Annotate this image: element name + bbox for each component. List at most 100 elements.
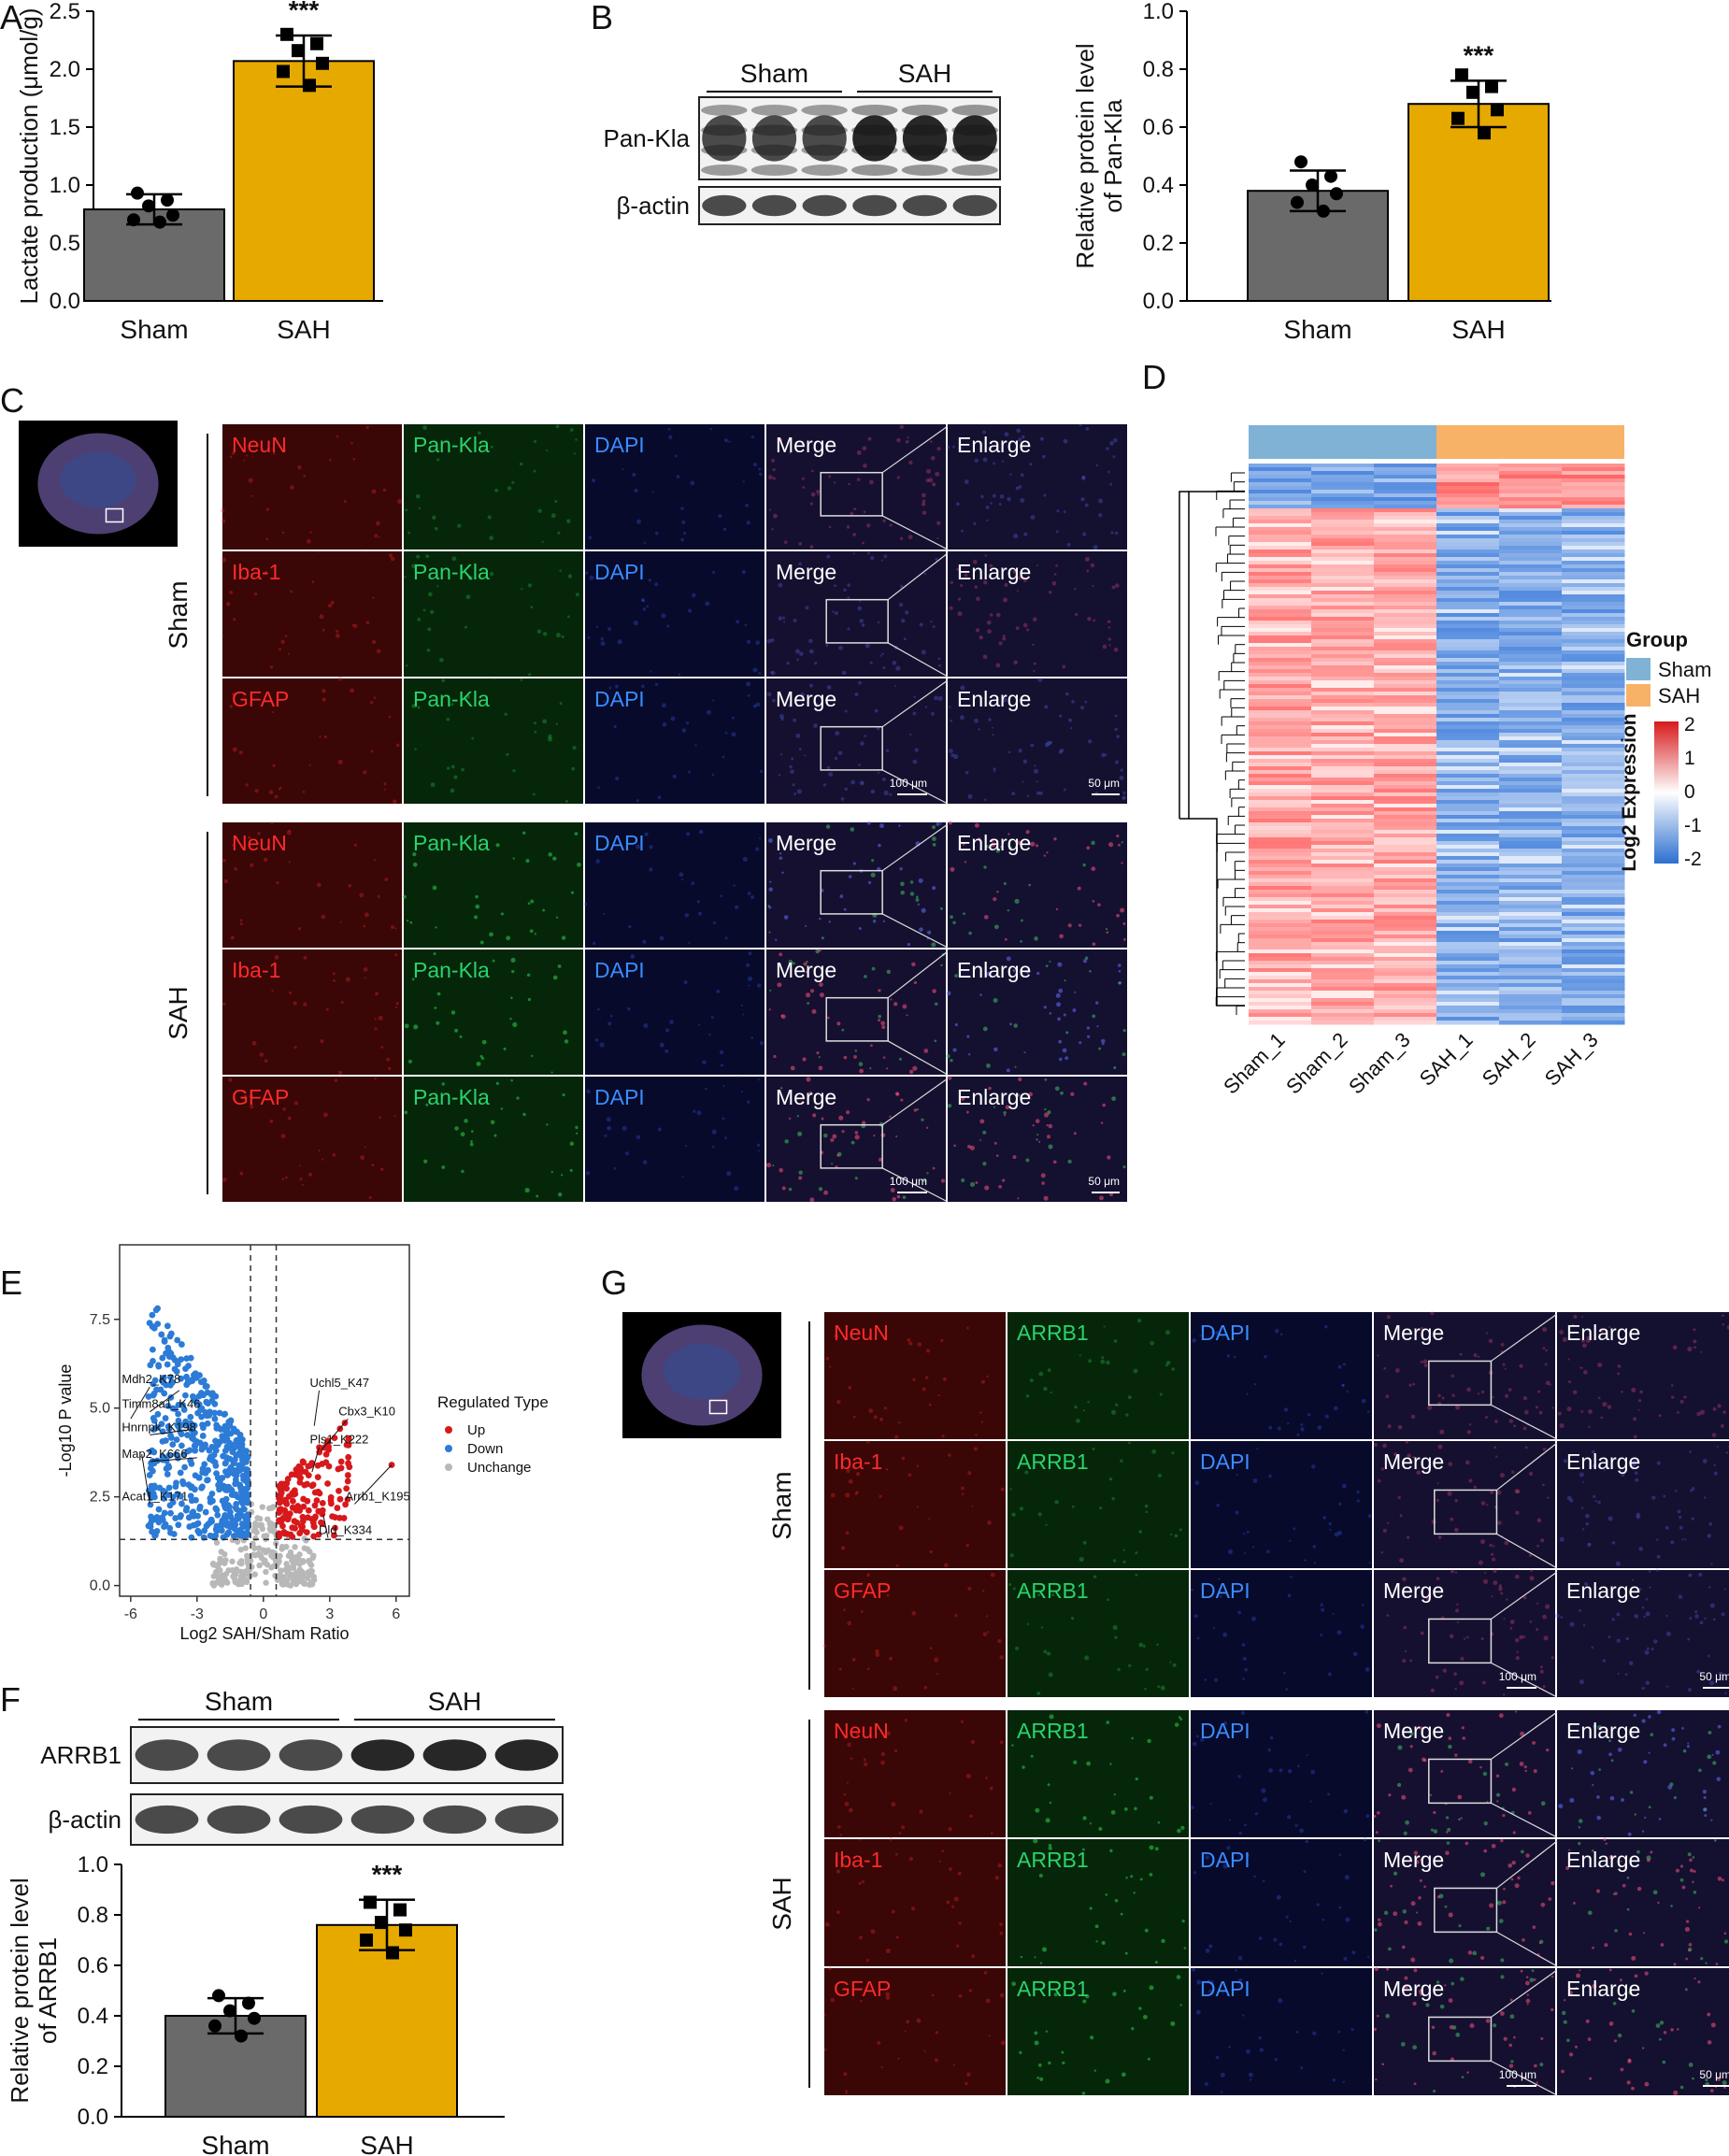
microscopy-signal xyxy=(808,649,814,654)
heatmap-cell xyxy=(1374,707,1437,711)
blot-band xyxy=(952,194,997,217)
microscopy-signal xyxy=(1378,1921,1382,1927)
microscopy-signal xyxy=(489,932,493,937)
microscopy-signal xyxy=(281,1178,285,1180)
heatmap-cell xyxy=(1499,987,1563,992)
scatter-point-unchange xyxy=(283,1543,290,1550)
microscopy-signal xyxy=(1693,1328,1696,1332)
microscopy-signal xyxy=(875,1652,880,1658)
microscopy-signal xyxy=(779,856,783,860)
microscopy-signal xyxy=(1110,1409,1116,1415)
microscopy-signal xyxy=(1653,1639,1658,1644)
microscopy-signal xyxy=(1413,1850,1419,1855)
microscopy-signal xyxy=(858,1838,862,1841)
microscopy-signal xyxy=(854,1049,858,1052)
microscopy-signal xyxy=(1631,1955,1636,1961)
microscopy-signal xyxy=(1687,1742,1690,1745)
microscopy-signal xyxy=(949,1792,951,1794)
scatter-point-up xyxy=(289,1524,296,1531)
heatmap-cell xyxy=(1374,639,1437,644)
microscopy-signal xyxy=(374,1077,377,1080)
heatmap-cell xyxy=(1311,908,1375,913)
microscopy-signal xyxy=(1655,1538,1659,1541)
microscopy-signal xyxy=(870,872,876,878)
microscopy-signal xyxy=(1056,509,1060,513)
heatmap-cell xyxy=(1562,464,1625,468)
microscopy-signal xyxy=(1029,1378,1034,1383)
heatmap-cell xyxy=(1311,920,1375,924)
heatmap-cell xyxy=(1311,546,1375,550)
scatter-point-down xyxy=(147,1501,154,1508)
microscopy-signal xyxy=(1655,1568,1659,1572)
microscopy-signal xyxy=(1074,991,1077,993)
microscopy-signal xyxy=(999,1655,1004,1660)
heatmap-cell xyxy=(1562,781,1625,786)
microscopy-signal xyxy=(1425,2003,1430,2007)
blot-row-label: β-actin xyxy=(616,192,690,220)
microscopy-signal xyxy=(1082,1999,1087,2004)
microscopy-signal xyxy=(1641,1830,1645,1833)
tile-label: ARRB1 xyxy=(1017,1449,1089,1474)
scatter-point-unchange xyxy=(301,1535,308,1542)
scatter-point-unchange xyxy=(256,1562,263,1569)
heatmap-cell xyxy=(1562,994,1625,999)
microscopy-signal xyxy=(1663,1494,1666,1498)
microscopy-signal xyxy=(1003,1110,1007,1115)
tile-label: Merge xyxy=(776,1085,836,1109)
microscopy-signal xyxy=(332,1152,336,1157)
microscopy-signal xyxy=(1491,1595,1493,1598)
heatmap-cell xyxy=(1249,703,1312,707)
scatter-point-unchange xyxy=(296,1566,304,1573)
microscopy-tile xyxy=(585,551,764,677)
microscopy-signal xyxy=(680,878,683,881)
microscopy-signal xyxy=(436,992,441,996)
microscopy-signal xyxy=(771,528,774,531)
heatmap-cell xyxy=(1499,538,1563,543)
microscopy-signal xyxy=(1122,1029,1126,1033)
microscopy-signal xyxy=(1620,1860,1622,1863)
heatmap-cell xyxy=(1249,1013,1312,1018)
microscopy-signal xyxy=(1716,2077,1721,2081)
heatmap-cell xyxy=(1562,635,1625,640)
heatmap-cell xyxy=(1374,744,1437,749)
microscopy-signal xyxy=(846,1468,850,1474)
scatter-point-down xyxy=(175,1410,182,1418)
heatmap-cell xyxy=(1499,785,1563,790)
scatter-point-down xyxy=(244,1466,251,1474)
microscopy-signal xyxy=(1209,1980,1214,1985)
microscopy-signal xyxy=(1722,2080,1727,2086)
microscopy-tile xyxy=(1191,1441,1372,1568)
scatter-point-unchange xyxy=(259,1504,266,1510)
heatmap-cell xyxy=(1249,998,1312,1003)
heatmap-cell xyxy=(1374,561,1437,565)
heatmap-cell xyxy=(1311,785,1375,790)
microscopy-signal xyxy=(1237,1956,1243,1961)
heatmap-cell xyxy=(1562,770,1625,775)
scatter-point-unchange xyxy=(254,1515,261,1521)
microscopy-signal xyxy=(1650,1850,1653,1854)
blot-band xyxy=(902,115,948,162)
microscopy-signal xyxy=(932,842,936,847)
heatmap-cell xyxy=(1249,1002,1312,1007)
microscopy-signal xyxy=(900,584,904,589)
heatmap-cell xyxy=(1499,568,1563,573)
roi-zoom-line xyxy=(1496,1840,1558,1889)
microscopy-signal xyxy=(768,887,773,892)
scale-bar-label: 50 μm xyxy=(1699,2068,1729,2081)
microscopy-signal xyxy=(1025,1393,1030,1398)
heatmap-cell xyxy=(1436,920,1500,924)
microscopy-signal xyxy=(1580,1366,1583,1369)
heatmap-cell xyxy=(1562,931,1625,935)
heatmap-cell xyxy=(1311,482,1375,487)
heatmap-cell xyxy=(1436,927,1500,932)
tile-label: DAPI xyxy=(1200,1449,1250,1474)
microscopy-signal xyxy=(595,625,599,628)
microscopy-signal xyxy=(1515,1510,1520,1515)
heatmap-cell xyxy=(1436,968,1500,973)
colorbar-tick-label: 0 xyxy=(1684,781,1695,803)
heatmap-cell xyxy=(1562,759,1625,764)
microscopy-signal xyxy=(885,1467,889,1471)
microscopy-signal xyxy=(883,554,888,559)
microscopy-signal xyxy=(854,1131,859,1135)
scatter-point-unchange xyxy=(309,1554,317,1562)
